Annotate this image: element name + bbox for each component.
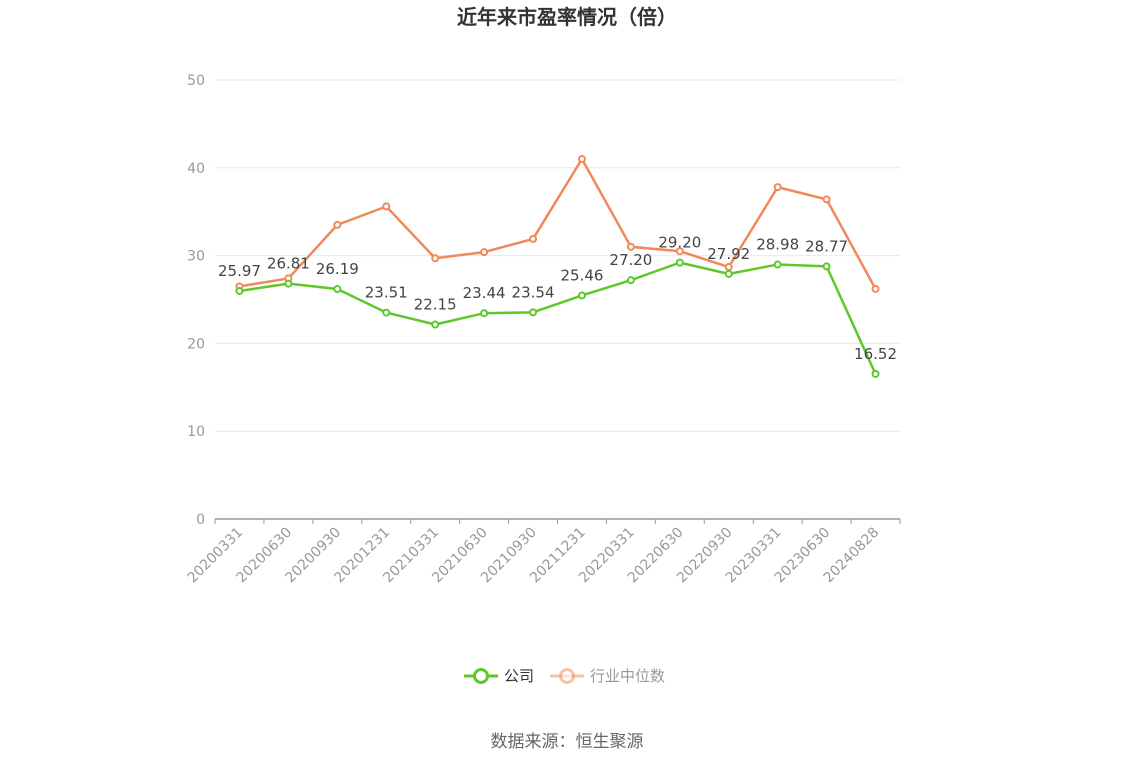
legend-item-company[interactable]: 公司 xyxy=(464,667,534,685)
data-label: 25.97 xyxy=(218,262,261,280)
data-label: 26.19 xyxy=(316,260,359,278)
data-point[interactable] xyxy=(382,202,391,211)
data-point[interactable] xyxy=(871,369,880,378)
data-point[interactable] xyxy=(822,262,831,271)
y-tick-label: 40 xyxy=(187,161,205,177)
data-label: 27.92 xyxy=(707,245,750,263)
series xyxy=(235,155,880,378)
data-label: 23.44 xyxy=(463,284,506,302)
grid: 0 10 20 30 40 50 xyxy=(187,73,900,528)
data-point[interactable] xyxy=(577,291,586,300)
data-label: 28.77 xyxy=(805,237,848,255)
x-axis: 2020033120200630202009302020123120210331… xyxy=(185,518,901,586)
data-point[interactable] xyxy=(626,276,635,285)
data-point[interactable] xyxy=(235,286,244,295)
data-point[interactable] xyxy=(480,309,489,318)
data-label: 23.51 xyxy=(365,284,408,302)
data-point[interactable] xyxy=(773,260,782,269)
data-point[interactable] xyxy=(773,183,782,192)
data-point[interactable] xyxy=(577,155,586,164)
chart-title: 近年来市盈率情况（倍） xyxy=(457,5,677,29)
y-tick-label: 30 xyxy=(187,249,205,265)
data-label: 22.15 xyxy=(414,296,457,314)
legend-company-marker xyxy=(473,668,489,684)
data-point[interactable] xyxy=(675,247,684,256)
data-label: 27.20 xyxy=(609,251,652,269)
data-label: 29.20 xyxy=(658,234,701,252)
y-tick-label: 0 xyxy=(196,512,205,528)
legend-industry-marker xyxy=(559,668,575,684)
series-line-1 xyxy=(239,157,877,290)
data-point[interactable] xyxy=(480,248,489,257)
data-point[interactable] xyxy=(431,320,440,329)
data-label: 28.98 xyxy=(756,236,799,254)
data-point[interactable] xyxy=(382,308,391,317)
legend[interactable]: 公司 行业中位数 xyxy=(464,667,665,685)
y-tick-label: 50 xyxy=(187,73,205,89)
data-label: 25.46 xyxy=(560,266,603,284)
y-tick-label: 10 xyxy=(187,424,205,440)
data-label: 16.52 xyxy=(854,345,897,363)
legend-item-industry-median[interactable]: 行业中位数 xyxy=(550,667,665,685)
y-tick-label: 20 xyxy=(187,336,205,352)
data-label: 23.54 xyxy=(512,283,555,301)
data-point[interactable] xyxy=(871,284,880,293)
data-point[interactable] xyxy=(529,308,538,317)
data-labels: 25.97 26.81 26.19 23.51 22.15 23.44 23.54 25.46… xyxy=(218,234,897,363)
data-point[interactable] xyxy=(333,285,342,294)
data-point[interactable] xyxy=(333,220,342,229)
data-point[interactable] xyxy=(529,234,538,243)
data-point[interactable] xyxy=(822,195,831,204)
legend-company-label: 公司 xyxy=(504,667,534,685)
data-point[interactable] xyxy=(724,263,733,272)
data-point[interactable] xyxy=(675,258,684,267)
data-point[interactable] xyxy=(431,254,440,263)
data-point[interactable] xyxy=(626,242,635,251)
legend-industry-label: 行业中位数 xyxy=(590,667,665,685)
source-note: 数据来源：恒生聚源 xyxy=(491,732,644,752)
data-point[interactable] xyxy=(724,269,733,278)
data-label: 26.81 xyxy=(267,255,310,273)
data-point[interactable] xyxy=(284,279,293,288)
series-line-0 xyxy=(239,261,877,375)
